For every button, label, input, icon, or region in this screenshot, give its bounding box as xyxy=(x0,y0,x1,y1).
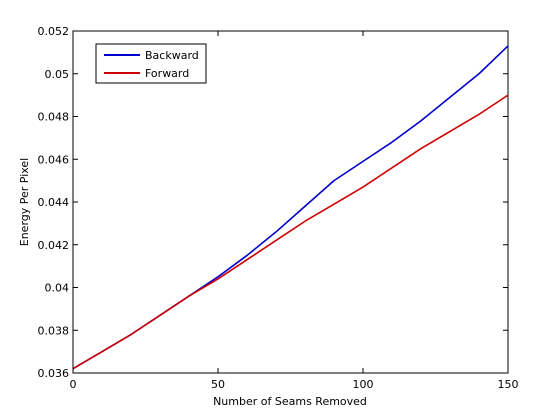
x-tick-label: 50 xyxy=(211,378,225,391)
legend-label-backward: Backward xyxy=(145,49,199,62)
y-tick-label: 0.048 xyxy=(38,111,70,124)
y-tick-label: 0.038 xyxy=(38,324,70,337)
legend-box xyxy=(95,43,207,84)
ticks-layer: 0 50 100 150 0.036 0.038 0.04 0.042 0.044 0.046 0.… xyxy=(38,25,519,391)
legend: Backward Forward xyxy=(95,43,207,84)
y-tick-label: 0.044 xyxy=(38,196,70,209)
y-tick-label: 0.046 xyxy=(38,153,70,166)
series-layer xyxy=(72,45,509,370)
y-tick-label: 0.04 xyxy=(45,282,70,295)
plot-area xyxy=(72,30,509,374)
legend-label-forward: Forward xyxy=(145,67,189,80)
x-tick-label: 150 xyxy=(498,378,519,391)
x-tick-label: 0 xyxy=(70,378,77,391)
series-line-forward xyxy=(72,94,509,370)
y-axis-label: Energy Per Pixel xyxy=(18,158,31,246)
y-tick-label: 0.05 xyxy=(45,68,70,81)
y-tick-label: 0.036 xyxy=(38,367,70,380)
x-tick-label: 100 xyxy=(353,378,374,391)
x-axis-label: Number of Seams Removed xyxy=(213,395,367,408)
y-tick-label: 0.052 xyxy=(38,25,70,38)
y-tick-label: 0.042 xyxy=(38,239,70,252)
